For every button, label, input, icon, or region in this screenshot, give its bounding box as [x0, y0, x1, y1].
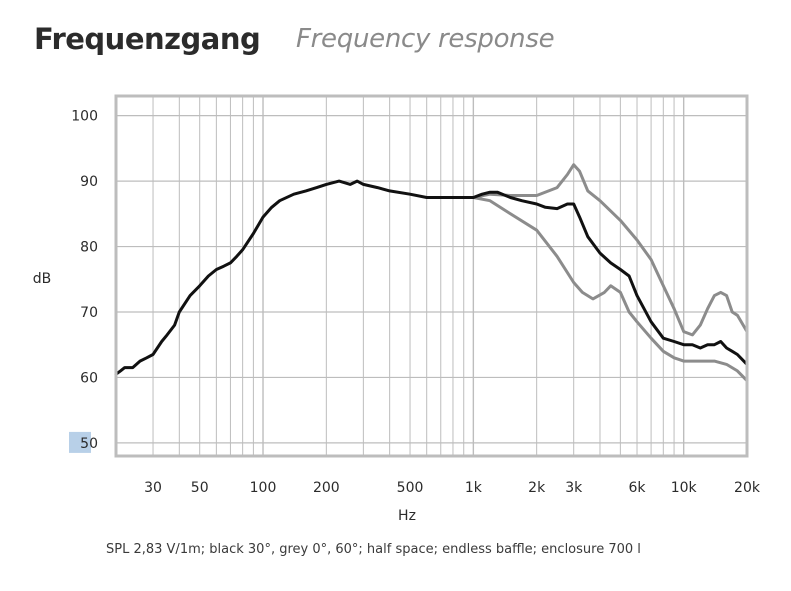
- x-axis-label: Hz: [398, 508, 416, 524]
- x-tick-label: 3k: [565, 480, 583, 496]
- y-axis-label: dB: [33, 271, 52, 287]
- y-tick-highlight: [69, 431, 91, 453]
- series-line-1: [471, 163, 749, 337]
- plot-frame: [114, 94, 749, 458]
- page-title: Frequenzgang: [34, 22, 261, 56]
- series-line-2: [471, 196, 749, 383]
- x-tick-label: 500: [397, 480, 424, 496]
- page-subtitle: Frequency response: [296, 24, 555, 54]
- x-tick-label: 100: [250, 480, 277, 496]
- x-tick-label: 30: [144, 480, 162, 496]
- y-tick-label: 70: [80, 305, 98, 321]
- x-tick-label: 50: [191, 480, 209, 496]
- axis-labels: 100 90 80 70 60 50 30 50 100 200 500 1k 2k 3k 6k 10k 20k…: [33, 109, 761, 524]
- x-tick-label: 20k: [734, 480, 761, 496]
- series-line-3: [114, 179, 749, 376]
- y-tick-label: 90: [80, 174, 98, 190]
- y-tick-label: 100: [71, 109, 98, 125]
- x-tick-label: 6k: [629, 480, 647, 496]
- chart-caption: SPL 2,83 V/1m; black 30°, grey 0°, 60°; …: [106, 542, 641, 557]
- x-tick-label: 2k: [528, 480, 546, 496]
- curves: [114, 163, 749, 383]
- y-tick-label: 60: [80, 370, 98, 386]
- x-tick-label: 1k: [465, 480, 483, 496]
- y-tick-label: 80: [80, 240, 98, 256]
- grid: [116, 96, 747, 456]
- x-tick-label: 200: [313, 480, 340, 496]
- y-tick-label: 50: [80, 436, 98, 452]
- x-tick-label: 10k: [671, 480, 698, 496]
